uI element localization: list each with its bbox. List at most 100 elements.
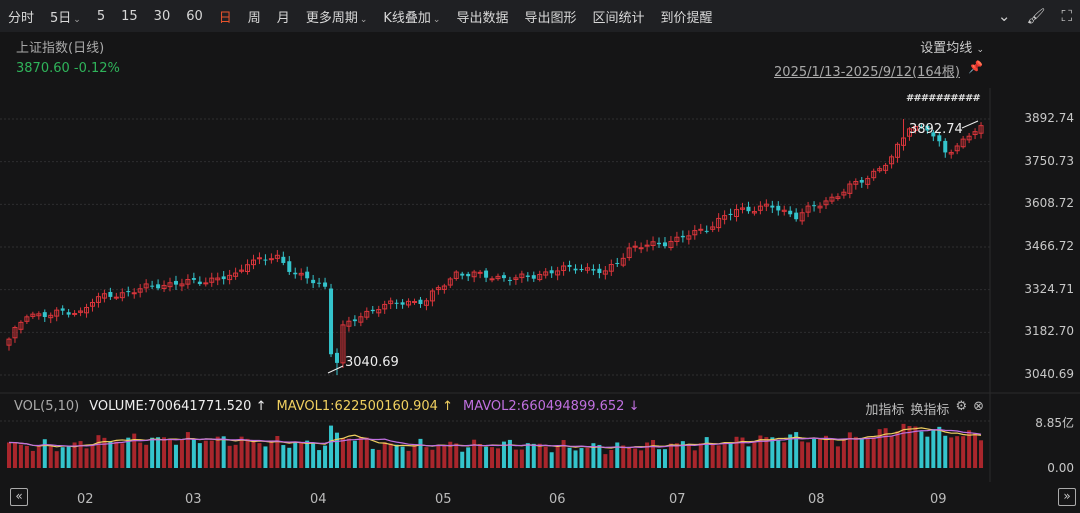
candle-body — [406, 300, 412, 306]
volume-bar — [871, 437, 876, 468]
volume-bar — [597, 444, 602, 468]
volume-bar — [472, 439, 477, 468]
candle-body — [60, 308, 65, 311]
volume-bar — [525, 443, 530, 468]
close-icon[interactable]: ⊗ — [973, 399, 984, 414]
event-marker[interactable]: ########## — [906, 93, 981, 104]
volume-bar — [567, 447, 572, 468]
candle-body — [394, 302, 399, 304]
period-7[interactable]: 周 — [240, 7, 269, 26]
date-range-link[interactable]: 2025/1/13-2025/9/12(164根) — [774, 65, 960, 80]
period-4[interactable]: 30 — [146, 9, 179, 24]
add-indicator-button[interactable]: 加指标 — [865, 403, 905, 418]
volume-bar — [424, 447, 429, 468]
candle-body — [912, 125, 918, 131]
volume-bar — [621, 445, 626, 468]
candle-body — [817, 205, 823, 209]
volume-bar — [239, 436, 244, 468]
volume-bar — [758, 435, 763, 468]
candle-body — [18, 321, 24, 330]
volume-bar — [84, 448, 89, 468]
candle-body — [883, 164, 889, 171]
volume-bar — [257, 443, 262, 468]
period-11[interactable]: 导出数据 — [448, 7, 516, 26]
candle-body — [853, 180, 859, 185]
vol-value: VOLUME:700641771.520 ↑ — [89, 399, 267, 414]
volume-bar — [108, 441, 113, 468]
volume-bar — [853, 436, 858, 468]
period-10[interactable]: K线叠加 ⌄ — [375, 7, 448, 26]
candle-body — [346, 320, 352, 327]
volume-bar — [7, 442, 11, 468]
volume-legend: VOL(5,10) VOLUME:700641771.520 ↑ MAVOL1:… — [14, 399, 639, 414]
candle-body — [203, 282, 209, 285]
candle-body — [823, 200, 829, 206]
period-6[interactable]: 日 — [211, 7, 240, 26]
candle-body — [978, 125, 984, 134]
candle-body — [519, 273, 525, 279]
volume-bar — [782, 442, 787, 468]
period-9[interactable]: 更多周期 ⌄ — [298, 7, 376, 26]
candle-body — [877, 168, 883, 172]
volume-bar — [692, 450, 697, 468]
volume-bar — [722, 444, 727, 468]
ma-settings-button[interactable]: 设置均线 ⌄ — [920, 37, 984, 56]
period-14[interactable]: 到价提醒 — [653, 7, 721, 26]
volume-bar — [496, 448, 500, 468]
high-annotation: 3892.74 — [909, 122, 963, 137]
volume-bar — [776, 439, 781, 468]
vol-name: VOL(5,10) — [14, 399, 80, 414]
scroll-right-button[interactable]: » — [1058, 488, 1076, 506]
volume-bar — [460, 451, 465, 468]
candle-body — [137, 288, 143, 293]
candle-body — [95, 296, 101, 303]
volume-bar — [704, 437, 709, 468]
candle-body — [686, 235, 692, 240]
volume-bar — [806, 442, 811, 468]
period-5[interactable]: 60 — [178, 9, 211, 24]
candle-body — [84, 306, 90, 314]
volume-bar — [251, 441, 256, 468]
period-label: 区间统计 — [592, 10, 645, 26]
month-tick: 07 — [669, 492, 686, 507]
fullscreen-icon[interactable]: ⛶ — [1061, 7, 1072, 25]
candle-body — [221, 276, 226, 280]
volume-bar — [334, 432, 339, 468]
volume-bar — [973, 433, 978, 468]
volume-bar — [156, 437, 161, 468]
month-tick: 04 — [310, 492, 327, 507]
pin-icon[interactable]: 📌 — [968, 60, 983, 74]
period-8[interactable]: 月 — [269, 7, 298, 26]
period-label: 周 — [247, 10, 261, 26]
gear-icon[interactable]: ⚙ — [955, 399, 968, 414]
switch-indicator-button[interactable]: 换指标 — [910, 403, 950, 418]
chevron-circle-down-icon[interactable]: ⌄ — [997, 7, 1011, 25]
volume-bar — [633, 448, 638, 468]
candle-body — [191, 278, 196, 280]
period-2[interactable]: 5 — [89, 9, 113, 24]
candle-body — [799, 212, 805, 222]
period-toolbar: 分时 5日 ⌄ 5 15 30 60 日周月更多周期 ⌄ K线叠加 ⌄ 导出数据 导出图形 区间统计 到价提… — [0, 0, 1080, 32]
brush-icon[interactable]: 🖌 — [1026, 7, 1046, 25]
period-13[interactable]: 区间统计 — [584, 7, 652, 26]
volume-bar — [752, 442, 757, 468]
volume-bar — [537, 443, 542, 468]
candle-body — [507, 279, 512, 281]
volume-bar — [847, 432, 852, 468]
volume-bar — [657, 449, 662, 468]
candle-body — [48, 314, 54, 319]
candle-body — [489, 278, 495, 281]
scroll-left-button[interactable]: « — [10, 488, 28, 506]
period-12[interactable]: 导出图形 — [516, 7, 584, 26]
period-0[interactable]: 分时 — [0, 7, 42, 26]
candle-body — [233, 272, 239, 277]
volume-bar — [931, 429, 936, 468]
candle-body — [453, 271, 459, 279]
candle-body — [668, 240, 674, 249]
volume-bar — [627, 447, 632, 468]
period-1[interactable]: 5日 ⌄ — [42, 7, 89, 26]
period-3[interactable]: 15 — [113, 9, 146, 24]
candle-body — [305, 271, 310, 279]
candle-body — [937, 135, 942, 142]
